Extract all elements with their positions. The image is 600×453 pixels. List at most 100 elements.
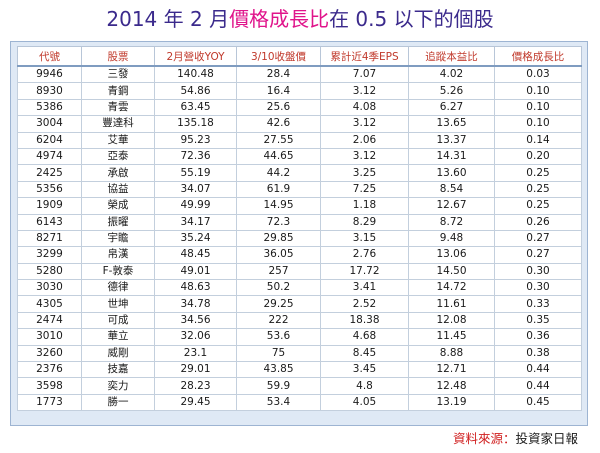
table-row: 6143 振曜 34.17 72.3 8.29 8.72 0.26 (17, 213, 582, 231)
column-header-close-price: 3/10收盤價 (236, 46, 321, 67)
cell-pe-ratio: 13.06 (408, 246, 495, 264)
source-value: 投資家日報 (515, 431, 578, 446)
cell-pe-ratio: 12.08 (408, 311, 495, 330)
cell-close-price: 28.4 (236, 65, 321, 84)
cell-close-price: 29.25 (236, 295, 321, 313)
cell-price-growth-ratio: 0.03 (494, 65, 582, 84)
cell-revenue-yoy: 34.78 (154, 295, 237, 313)
cell-pe-ratio: 8.72 (408, 213, 495, 231)
cell-close-price: 75 (236, 344, 321, 363)
cell-price-growth-ratio: 0.20 (494, 147, 582, 166)
cell-eps: 4.05 (320, 393, 409, 412)
cell-revenue-yoy: 72.36 (154, 147, 237, 166)
cell-revenue-yoy: 55.19 (154, 164, 237, 182)
column-header-pe-ratio: 追蹤本益比 (408, 46, 495, 67)
table-body: 9946 三發 140.48 28.4 7.07 4.02 0.03 8930 青鋼 54.86 1… (17, 65, 582, 412)
cell-revenue-yoy: 140.48 (154, 65, 237, 84)
table-row: 3010 華立 32.06 53.6 4.68 11.45 0.36 (17, 328, 582, 346)
cell-revenue-yoy: 95.23 (154, 131, 237, 149)
cell-code: 5356 (17, 180, 82, 199)
cell-revenue-yoy: 32.06 (154, 328, 237, 346)
table-row: 3260 威剛 23.1 75 8.45 8.88 0.38 (17, 344, 582, 363)
cell-code: 9946 (17, 65, 82, 84)
cell-code: 3598 (17, 377, 82, 395)
cell-close-price: 61.9 (236, 180, 321, 199)
column-header-eps: 累計近4季EPS (320, 46, 409, 67)
cell-pe-ratio: 13.60 (408, 164, 495, 182)
cell-stock: 世坤 (81, 295, 155, 313)
table-row: 4974 亞泰 72.36 44.65 3.12 14.31 0.20 (17, 147, 582, 166)
cell-eps: 2.52 (320, 295, 409, 313)
cell-code: 2425 (17, 164, 82, 182)
cell-eps: 8.29 (320, 213, 409, 231)
table-row: 3598 奕力 28.23 59.9 4.8 12.48 0.44 (17, 377, 582, 395)
cell-eps: 7.25 (320, 180, 409, 199)
cell-code: 6204 (17, 131, 82, 149)
cell-price-growth-ratio: 0.10 (494, 82, 582, 100)
cell-revenue-yoy: 135.18 (154, 115, 237, 133)
cell-price-growth-ratio: 0.27 (494, 246, 582, 264)
cell-pe-ratio: 8.54 (408, 180, 495, 199)
cell-eps: 3.12 (320, 82, 409, 100)
cell-revenue-yoy: 29.45 (154, 393, 237, 412)
cell-code: 3004 (17, 115, 82, 133)
title-date: 2014 年 2 月 (106, 7, 230, 31)
cell-stock: 振曜 (81, 213, 155, 231)
cell-price-growth-ratio: 0.44 (494, 361, 582, 379)
cell-eps: 3.12 (320, 115, 409, 133)
table-row: 5280 F-敦泰 49.01 257 17.72 14.50 0.30 (17, 262, 582, 281)
column-header-code: 代號 (17, 46, 82, 67)
cell-eps: 18.38 (320, 311, 409, 330)
cell-stock: 奕力 (81, 377, 155, 395)
column-header-price-growth-ratio: 價格成長比 (494, 46, 582, 67)
cell-code: 1909 (17, 197, 82, 215)
cell-price-growth-ratio: 0.36 (494, 328, 582, 346)
cell-price-growth-ratio: 0.10 (494, 115, 582, 133)
cell-pe-ratio: 6.27 (408, 98, 495, 117)
cell-eps: 3.41 (320, 279, 409, 297)
table-row: 1909 榮成 49.99 14.95 1.18 12.67 0.25 (17, 197, 582, 215)
cell-price-growth-ratio: 0.38 (494, 344, 582, 363)
cell-eps: 4.08 (320, 98, 409, 117)
cell-stock: 承啟 (81, 164, 155, 182)
cell-price-growth-ratio: 0.35 (494, 311, 582, 330)
table-row: 6204 艾華 95.23 27.55 2.06 13.37 0.14 (17, 131, 582, 149)
cell-stock: 威剛 (81, 344, 155, 363)
cell-stock: F-敦泰 (81, 262, 155, 281)
cell-revenue-yoy: 34.17 (154, 213, 237, 231)
cell-price-growth-ratio: 0.27 (494, 229, 582, 248)
cell-stock: 華立 (81, 328, 155, 346)
cell-code: 3030 (17, 279, 82, 297)
cell-pe-ratio: 9.48 (408, 229, 495, 248)
cell-stock: 宇瞻 (81, 229, 155, 248)
column-header-revenue-yoy: 2月營收YOY (154, 46, 237, 67)
title-metric: 價格成長比 (229, 7, 330, 31)
page-title: 2014 年 2 月價格成長比在 0.5 以下的個股 (0, 6, 600, 32)
cell-code: 6143 (17, 213, 82, 231)
cell-close-price: 222 (236, 311, 321, 330)
cell-revenue-yoy: 28.23 (154, 377, 237, 395)
cell-price-growth-ratio: 0.10 (494, 98, 582, 117)
cell-stock: 德律 (81, 279, 155, 297)
cell-stock: 協益 (81, 180, 155, 199)
cell-close-price: 36.05 (236, 246, 321, 264)
cell-code: 1773 (17, 393, 82, 412)
cell-revenue-yoy: 49.01 (154, 262, 237, 281)
cell-code: 2474 (17, 311, 82, 330)
cell-price-growth-ratio: 0.14 (494, 131, 582, 149)
cell-code: 5280 (17, 262, 82, 281)
cell-close-price: 72.3 (236, 213, 321, 231)
cell-code: 3260 (17, 344, 82, 363)
cell-close-price: 27.55 (236, 131, 321, 149)
cell-pe-ratio: 14.50 (408, 262, 495, 281)
table-row: 5356 協益 34.07 61.9 7.25 8.54 0.25 (17, 180, 582, 199)
cell-eps: 7.07 (320, 65, 409, 84)
table-row: 4305 世坤 34.78 29.25 2.52 11.61 0.33 (17, 295, 582, 313)
cell-close-price: 25.6 (236, 98, 321, 117)
source-label: 資料來源： (452, 431, 516, 446)
cell-stock: 亞泰 (81, 147, 155, 166)
cell-pe-ratio: 4.02 (408, 65, 495, 84)
cell-stock: 青雲 (81, 98, 155, 117)
cell-eps: 3.15 (320, 229, 409, 248)
table-row: 2376 技嘉 29.01 43.85 3.45 12.71 0.44 (17, 361, 582, 379)
